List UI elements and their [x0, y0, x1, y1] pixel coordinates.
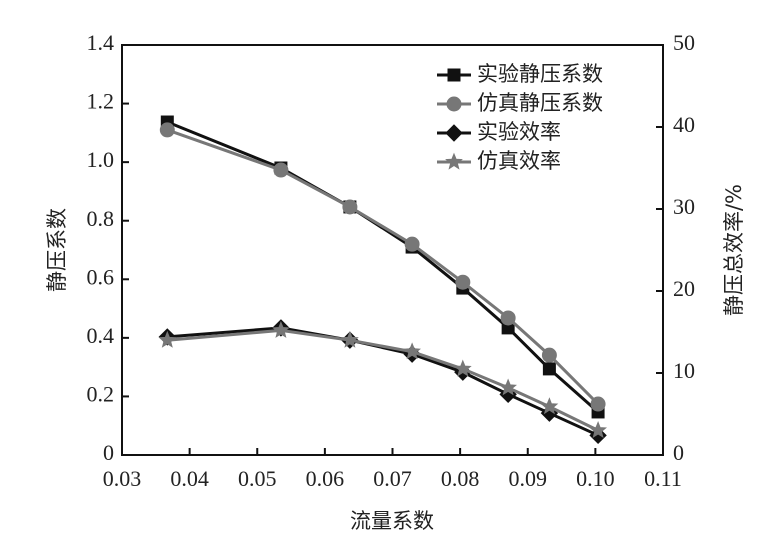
x-tick-label: 0.04: [170, 466, 209, 491]
marker: [273, 162, 289, 178]
marker: [159, 122, 175, 138]
y2-tick-label: 10: [673, 358, 695, 383]
y-tick-label: 0: [103, 440, 114, 465]
y-tick-label: 0.2: [87, 381, 115, 406]
legend-marker: [445, 124, 463, 142]
marker: [500, 310, 516, 326]
marker: [542, 362, 556, 376]
marker: [590, 396, 606, 412]
marker: [342, 199, 358, 215]
series-line: [167, 326, 599, 437]
y-tick-label: 0.8: [87, 206, 115, 231]
x-tick-label: 0.07: [373, 466, 412, 491]
y2-tick-label: 30: [673, 194, 695, 219]
marker: [455, 274, 471, 290]
legend-label: 仿真静压系数: [477, 91, 603, 115]
marker: [341, 330, 359, 348]
series-line: [166, 120, 600, 414]
y2-tick-label: 40: [673, 112, 695, 137]
legend-label: 实验静压系数: [477, 62, 603, 86]
legend-marker: [445, 152, 463, 170]
y-axis-label: 静压系数: [45, 208, 69, 292]
y2-tick-label: 50: [673, 30, 695, 55]
legend-label: 实验效率: [477, 120, 561, 144]
series-line: [167, 328, 599, 432]
y2-tick-label: 20: [673, 276, 695, 301]
marker: [404, 236, 420, 252]
y-tick-label: 1.0: [87, 147, 115, 172]
x-axis-label: 流量系数: [350, 509, 434, 533]
y-tick-label: 1.4: [87, 30, 115, 55]
x-tick-label: 0.10: [576, 466, 615, 491]
y2-axis-label: 静压总效率/%: [722, 184, 746, 316]
marker: [499, 378, 517, 396]
x-tick-label: 0.11: [644, 466, 682, 491]
marker: [158, 330, 177, 348]
x-tick-label: 0.09: [509, 466, 548, 491]
marker: [589, 421, 607, 439]
x-tick-label: 0.08: [441, 466, 480, 491]
legend-marker: [446, 96, 462, 112]
legend-marker: [447, 68, 461, 82]
x-tick-label: 0.06: [306, 466, 345, 491]
marker: [453, 359, 472, 377]
x-tick-label: 0.03: [103, 466, 142, 491]
legend-label: 仿真效率: [477, 149, 561, 173]
marker: [272, 321, 290, 338]
y-tick-label: 1.2: [87, 89, 115, 114]
marker: [540, 397, 559, 415]
marker: [403, 342, 421, 360]
x-tick-label: 0.05: [238, 466, 277, 491]
y-tick-label: 0.6: [87, 264, 115, 289]
y2-tick-label: 0: [673, 440, 684, 465]
marker: [541, 347, 557, 363]
y-tick-label: 0.4: [87, 323, 115, 348]
series-line: [166, 128, 600, 406]
